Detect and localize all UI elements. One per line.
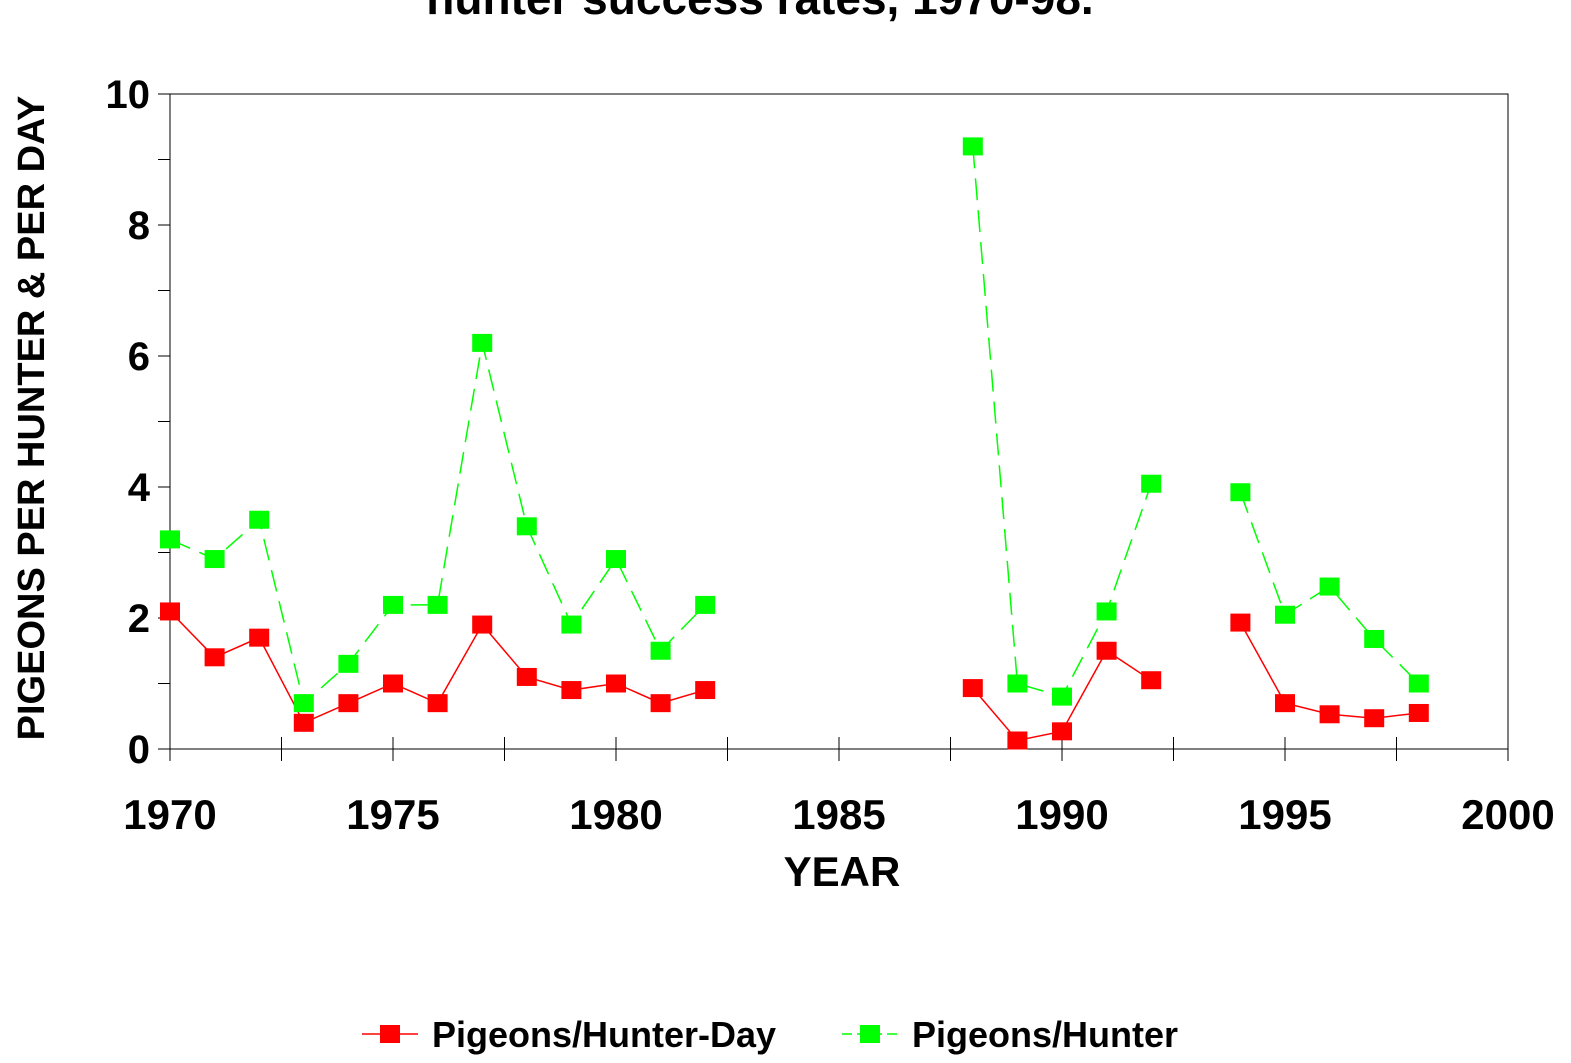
x-tick-label: 1995 — [1238, 791, 1331, 838]
data-point — [338, 694, 359, 713]
data-point — [427, 595, 448, 614]
data-point — [1230, 483, 1251, 502]
legend-swatch — [860, 1025, 880, 1043]
data-point — [1141, 474, 1162, 493]
y-axis-label: PIGEONS PER HUNTER & PER DAY — [11, 96, 53, 741]
data-point — [204, 550, 225, 569]
data-point — [561, 615, 582, 634]
data-point — [1408, 703, 1429, 722]
x-tick-label: 1985 — [792, 791, 885, 838]
data-point — [516, 517, 537, 536]
chart-title: hunter success rates, 1970-98. — [426, 0, 1093, 24]
data-point — [1052, 722, 1072, 741]
plot-frame — [169, 93, 1509, 750]
data-point — [561, 681, 582, 700]
data-point — [1096, 602, 1117, 621]
data-point — [695, 681, 716, 700]
data-point — [606, 674, 626, 693]
data-point — [1275, 694, 1295, 713]
data-point — [160, 602, 180, 621]
data-point — [516, 667, 537, 686]
data-point — [1319, 577, 1340, 596]
y-tick-label: 0 — [128, 728, 150, 772]
x-axis-label: YEAR — [784, 848, 901, 895]
y-tick-label: 2 — [128, 597, 150, 641]
data-point — [1096, 641, 1117, 660]
data-point — [249, 510, 270, 529]
data-point — [204, 648, 225, 667]
x-tick-label: 1970 — [123, 791, 216, 838]
data-point — [1275, 605, 1295, 624]
data-point — [1230, 613, 1251, 632]
data-point — [695, 595, 716, 614]
data-point — [1007, 674, 1028, 693]
y-tick-label: 4 — [128, 466, 151, 510]
legend-label: Pigeons/Hunter — [912, 1014, 1178, 1055]
data-point — [650, 694, 671, 713]
data-point — [160, 530, 180, 549]
y-tick-label: 8 — [128, 204, 150, 248]
data-point — [1007, 731, 1028, 750]
data-point — [1364, 629, 1385, 648]
data-point — [606, 550, 626, 569]
x-tick-label: 1980 — [569, 791, 662, 838]
y-tick-label: 6 — [128, 335, 150, 379]
data-point — [1141, 671, 1162, 690]
data-point — [427, 694, 448, 713]
data-point — [1364, 709, 1385, 728]
data-point — [1408, 674, 1429, 693]
x-tick-label: 1990 — [1015, 791, 1108, 838]
legend-swatch — [380, 1025, 400, 1043]
data-point — [472, 333, 493, 352]
x-tick-label: 2000 — [1461, 791, 1554, 838]
data-point — [650, 641, 671, 660]
data-point — [472, 615, 493, 634]
data-point — [1052, 687, 1072, 706]
data-point — [249, 628, 270, 647]
data-point — [338, 654, 359, 673]
data-point — [962, 679, 983, 698]
legend-label: Pigeons/Hunter-Day — [432, 1014, 776, 1055]
data-point — [962, 137, 983, 156]
data-point — [1319, 705, 1340, 724]
data-point — [293, 694, 314, 713]
data-point — [293, 713, 314, 732]
y-tick-label: 10 — [106, 73, 151, 117]
data-point — [383, 595, 403, 614]
x-tick-label: 1975 — [346, 791, 439, 838]
data-point — [383, 674, 403, 693]
